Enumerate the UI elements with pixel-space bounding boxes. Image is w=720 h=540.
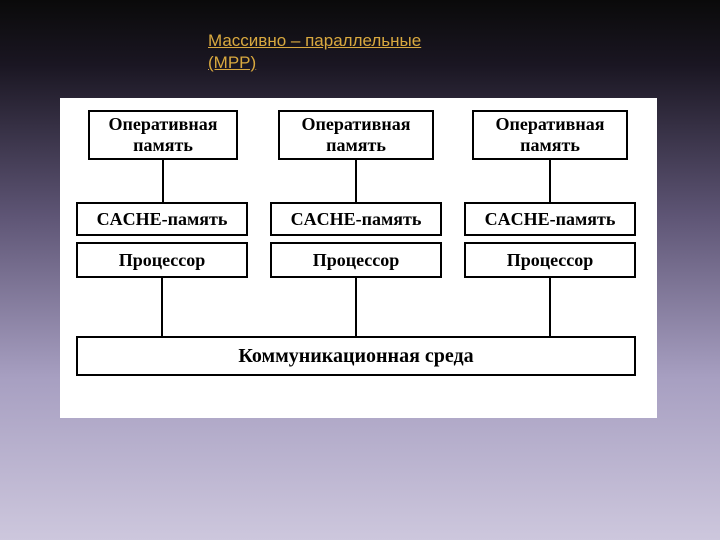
edge-proc2-comm xyxy=(355,278,357,336)
node-mem1: Оперативная память xyxy=(88,110,238,160)
node-mem3: Оперативная память xyxy=(472,110,628,160)
edge-proc3-comm xyxy=(549,278,551,336)
edge-mem1-cache1 xyxy=(162,160,164,202)
node-mem2: Оперативная память xyxy=(278,110,434,160)
node-proc2: Процессор xyxy=(270,242,442,278)
node-cache1: CACHE-память xyxy=(76,202,248,236)
edge-mem3-cache3 xyxy=(549,160,551,202)
title-line1: Массивно – параллельные xyxy=(208,31,421,50)
node-proc1: Процессор xyxy=(76,242,248,278)
edge-proc1-comm xyxy=(161,278,163,336)
slide-title: Массивно – параллельные (МРР) xyxy=(208,30,421,74)
title-line2: (МРР) xyxy=(208,53,256,72)
mpp-architecture-diagram: Оперативная память Оперативная память Опер… xyxy=(60,98,657,418)
node-cache3: CACHE-память xyxy=(464,202,636,236)
edge-mem2-cache2 xyxy=(355,160,357,202)
node-comm: Коммуникационная среда xyxy=(76,336,636,376)
node-proc3: Процессор xyxy=(464,242,636,278)
node-cache2: CACHE-память xyxy=(270,202,442,236)
